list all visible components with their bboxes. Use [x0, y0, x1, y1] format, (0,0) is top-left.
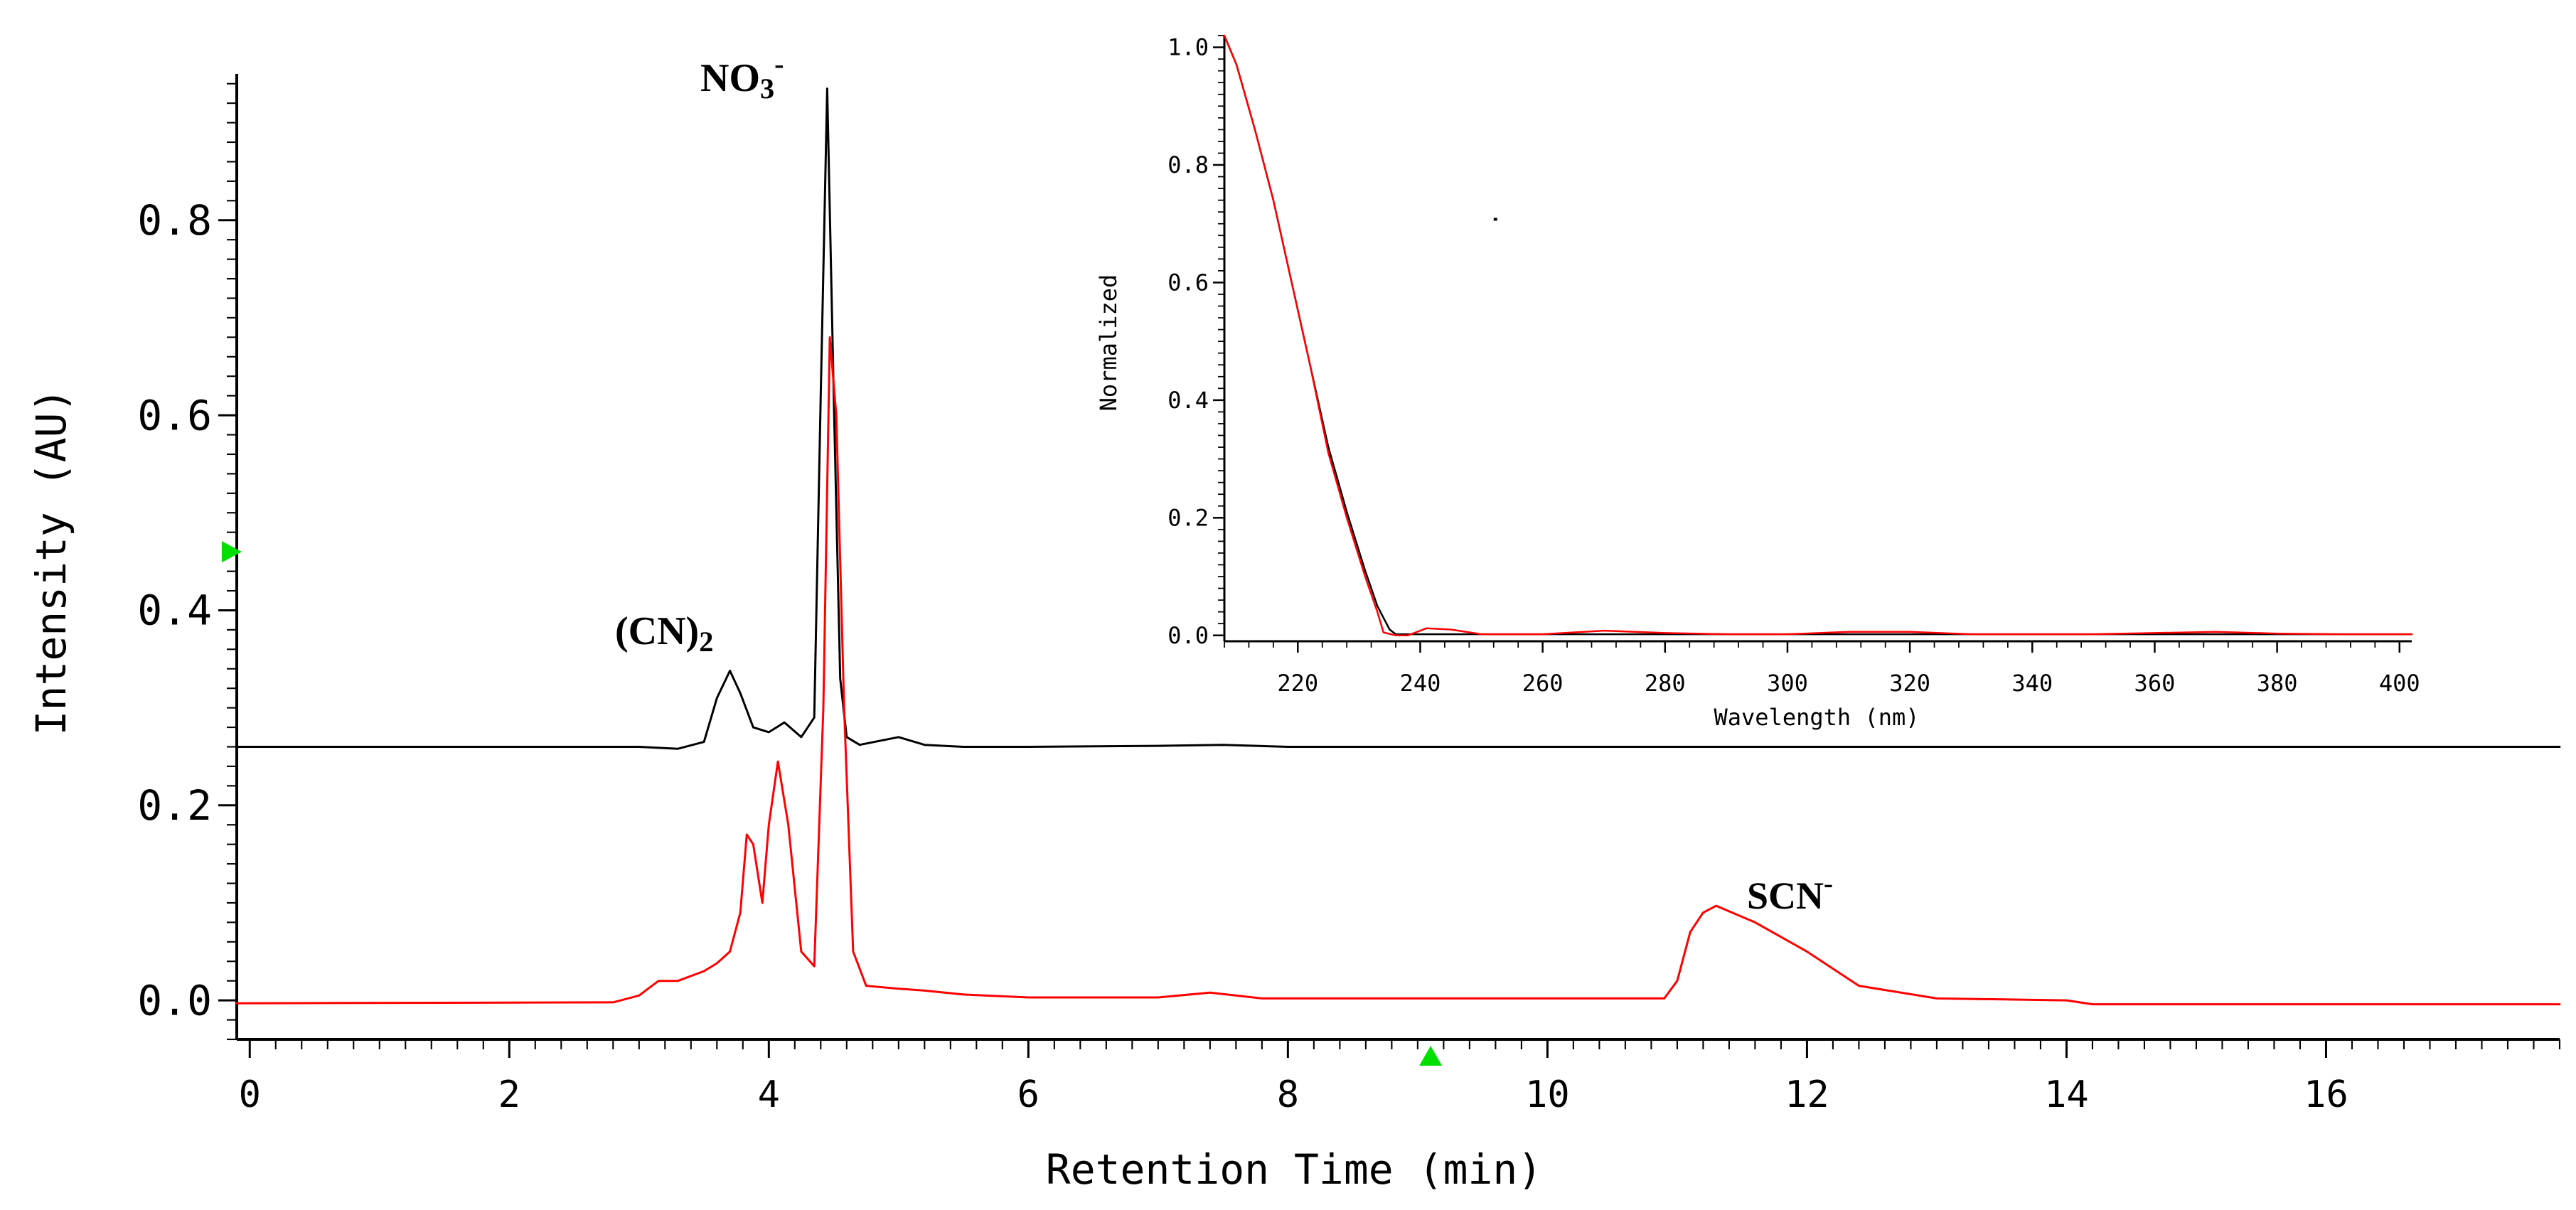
- main-x-tick-label: 6: [1017, 1074, 1040, 1116]
- nitrate-peak-label: NO3-: [700, 48, 784, 105]
- inset-x-tick-label: 380: [2257, 670, 2298, 697]
- inset-y-axis-label: Normalized: [1095, 274, 1122, 412]
- main-y-ticks: 0.0 0.2 0.4 0.6 0.8: [137, 82, 237, 1041]
- inset-y-tick-label: 1.0: [1167, 34, 1209, 61]
- thiocyanate-peak-label: SCN-: [1747, 868, 1833, 917]
- inset-x-tick-label: 300: [1767, 670, 1808, 697]
- main-y-tick-label: 0.8: [137, 196, 212, 245]
- main-y-tick-label: 0.4: [137, 587, 212, 635]
- thiocyanate-peak-label-base: SCN: [1747, 874, 1824, 917]
- inset-stray-dot: [1493, 218, 1497, 221]
- nitrate-peak-label-superscript: -: [774, 48, 784, 80]
- inset-x-ticks: 220 240 260 280 300 320 340 360 380 400: [1224, 641, 2420, 697]
- inset-x-tick-label: 320: [1889, 670, 1930, 697]
- nitrate-peak-label-subscript: 3: [760, 73, 774, 105]
- main-plot: 0.00.20.40.60.8 0 2 4 6 8 10 12 14 16 NO3-(CN)2S…: [27, 48, 2561, 1194]
- main-y-axis-label: Intensity (AU): [27, 388, 75, 736]
- inset-y-tick-label: 0.0: [1167, 622, 1209, 649]
- inset-series-group: [1223, 34, 2413, 636]
- nitrate-peak-label-base: NO: [700, 56, 760, 100]
- inset-y-tick-label: 0.4: [1167, 387, 1209, 414]
- inset-x-tick-label: 360: [2134, 670, 2176, 697]
- inset-x-tick-label: 400: [2379, 670, 2420, 697]
- cyanogen-peak-label: (CN)2: [615, 609, 713, 658]
- inset-x-tick-label: 340: [2011, 670, 2053, 697]
- main-x-tick-label: 10: [1525, 1074, 1570, 1116]
- main-x-tick-label: 8: [1277, 1074, 1299, 1116]
- inset-x-tick-label: 260: [1522, 670, 1564, 697]
- main-x-tick-label: 12: [1785, 1074, 1829, 1116]
- inset-spectrum-plot: 0.0 0.2 0.4 0.6 0.8 1.0 220 240 260 280 300 320 340…: [1095, 34, 2420, 731]
- main-x-tick-label: 14: [2044, 1074, 2089, 1116]
- main-x-tick-label: 2: [498, 1074, 520, 1116]
- x-axis-green-marker: [1419, 1046, 1443, 1066]
- cyanogen-peak-label-base: (CN): [615, 609, 699, 653]
- main-markers-group: [222, 541, 1443, 1066]
- main-x-tick-label: 0: [239, 1074, 261, 1116]
- thiocyanate-peak-label-superscript: -: [1824, 868, 1833, 899]
- main-series-group: [235, 87, 2561, 1006]
- inset-x-axis-label: Wavelength (nm): [1714, 704, 1920, 731]
- inset-series-line-1: [1223, 34, 2413, 636]
- main-y-tick-label: 0.2: [137, 781, 212, 830]
- main-x-tick-label: 4: [758, 1074, 780, 1116]
- main-y-tick-label: 0.6: [137, 391, 212, 439]
- main-x-axis-label: Retention Time (min): [1046, 1145, 1542, 1194]
- inset-x-tick-label: 220: [1277, 670, 1318, 697]
- inset-y-ticks: 0.0 0.2 0.4 0.6 0.8 1.0: [1167, 34, 1224, 649]
- y-axis-green-marker: [222, 541, 242, 563]
- main-x-ticks: 0 2 4 6 8 10 12 14 16: [239, 1039, 2561, 1116]
- inset-x-tick-label: 240: [1400, 670, 1441, 697]
- inset-stray-mark: [1493, 218, 1497, 221]
- main-series-line-1: [235, 336, 2561, 1006]
- main-series-line-0: [235, 87, 2561, 750]
- inset-x-tick-label: 280: [1645, 670, 1686, 697]
- main-y-tick-label: 0.0: [137, 976, 212, 1024]
- inset-y-tick-label: 0.6: [1167, 269, 1209, 296]
- inset-y-tick-label: 0.2: [1167, 504, 1209, 531]
- cyanogen-peak-label-subscript: 2: [699, 626, 713, 658]
- main-x-tick-label: 16: [2304, 1074, 2348, 1116]
- inset-y-tick-label: 0.8: [1167, 151, 1209, 178]
